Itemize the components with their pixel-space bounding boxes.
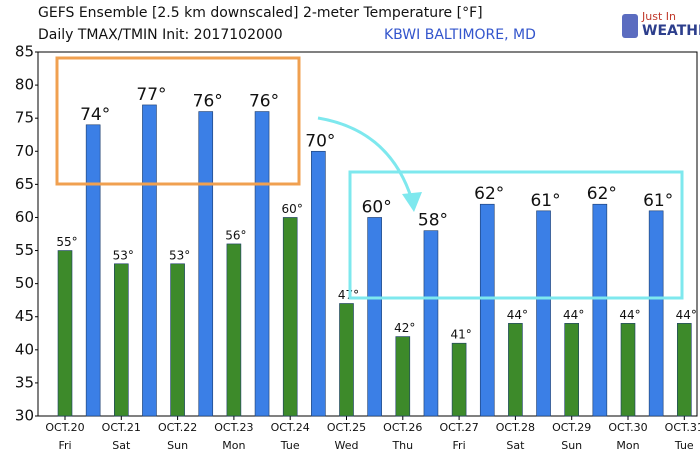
value-label: 74°: [80, 105, 110, 125]
arrow-head: [402, 192, 422, 212]
value-label: 60°: [362, 197, 392, 217]
x-tick-label: Thu: [391, 439, 413, 452]
y-tick-label: 65: [15, 175, 34, 193]
value-label: 55°: [56, 235, 77, 249]
x-tick-label: Tue: [674, 439, 694, 452]
bar: [114, 263, 129, 417]
bar: [85, 124, 101, 417]
x-tick-label: OCT.23: [214, 421, 253, 434]
x-tick-label: OCT.29: [552, 421, 591, 434]
y-tick-label: 75: [15, 109, 34, 127]
logo-icon: [622, 14, 638, 38]
value-label: 53°: [169, 248, 190, 262]
x-tick-label: Sat: [112, 439, 131, 452]
x-tick-label: OCT.25: [327, 421, 366, 434]
y-tick-label: 30: [15, 407, 34, 425]
x-tick-label: Fri: [453, 439, 466, 452]
value-label: 44°: [507, 308, 528, 322]
arrow: [317, 116, 414, 201]
value-label: 53°: [113, 248, 134, 262]
y-tick-label: 80: [15, 76, 34, 94]
x-tick-label: OCT.20: [45, 421, 84, 434]
bar: [311, 150, 326, 417]
x-tick-label: OCT.27: [439, 421, 478, 434]
value-label: 42°: [394, 321, 415, 335]
bar: [592, 203, 608, 417]
bar: [676, 323, 692, 417]
x-tick-label: OCT.21: [102, 421, 141, 434]
bar: [395, 336, 411, 417]
bar: [648, 210, 664, 417]
x-tick-label: Wed: [335, 439, 359, 452]
value-label: 58°: [418, 211, 448, 231]
bar: [226, 243, 242, 417]
value-label: 56°: [225, 228, 246, 242]
y-tick-label: 40: [15, 340, 34, 358]
x-tick-label: OCT.28: [496, 421, 535, 434]
y-tick-label: 35: [15, 373, 34, 391]
x-tick-label: Tue: [280, 439, 300, 452]
y-tick-label: 85: [15, 43, 34, 61]
logo-text: WEATHER: [642, 23, 700, 39]
bar: [170, 263, 185, 417]
bar: [508, 323, 523, 417]
bar: [451, 342, 467, 417]
x-tick-label: Fri: [58, 439, 71, 452]
x-tick-label: OCT.30: [608, 421, 647, 434]
bar: [142, 104, 157, 417]
bar: [254, 111, 270, 417]
x-tick-label: OCT.31: [665, 421, 700, 434]
value-label: 41°: [450, 328, 471, 342]
bar: [479, 203, 495, 417]
value-label: 44°: [563, 308, 584, 322]
logo-text: Just In: [641, 10, 676, 23]
chart-title: GEFS Ensemble [2.5 km downscaled] 2-mete…: [38, 5, 483, 21]
x-tick-label: Mon: [616, 439, 639, 452]
bar: [339, 303, 354, 417]
value-label: 62°: [587, 184, 617, 204]
bar: [564, 323, 580, 417]
value-label: 77°: [136, 85, 166, 105]
bar: [57, 250, 73, 417]
value-label: 70°: [305, 131, 335, 151]
station: KBWI BALTIMORE, MD: [384, 27, 536, 43]
highlight-box: [348, 170, 684, 300]
bar: [620, 323, 636, 417]
value-label: 76°: [249, 92, 279, 112]
x-tick-label: Mon: [222, 439, 245, 452]
y-tick-label: 70: [15, 142, 34, 160]
bar: [536, 210, 551, 417]
value-label: 76°: [193, 92, 223, 112]
x-tick-label: Sat: [506, 439, 525, 452]
highlight-box: [55, 56, 301, 186]
y-tick-label: 60: [15, 208, 34, 226]
value-label: 61°: [530, 191, 560, 211]
value-label: 44°: [676, 308, 697, 322]
chart-subtitle: Daily TMAX/TMIN Init: 2017102000: [38, 27, 283, 43]
y-tick-label: 50: [15, 274, 34, 292]
x-tick-label: OCT.26: [383, 421, 422, 434]
bar: [367, 217, 382, 417]
bar: [423, 230, 439, 417]
x-tick-label: OCT.22: [158, 421, 197, 434]
x-tick-label: Sun: [561, 439, 582, 452]
x-tick-label: Sun: [167, 439, 188, 452]
value-label: 62°: [474, 184, 504, 204]
value-label: 44°: [619, 308, 640, 322]
bar: [198, 111, 214, 417]
x-tick-label: OCT.24: [271, 421, 310, 434]
value-label: 60°: [282, 202, 303, 216]
y-tick-label: 55: [15, 241, 34, 259]
value-label: 61°: [643, 191, 673, 211]
bar: [282, 217, 298, 417]
y-tick-label: 45: [15, 307, 34, 325]
